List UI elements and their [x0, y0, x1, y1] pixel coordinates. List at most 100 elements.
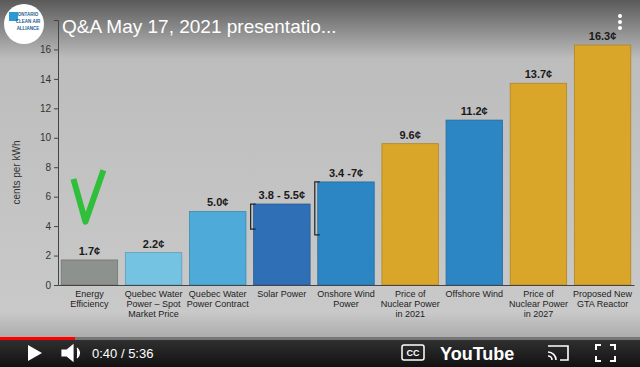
x-tick-label-line: Proposed New	[573, 289, 633, 299]
y-tick-label: 14	[40, 74, 52, 85]
y-tick: 10	[40, 132, 58, 143]
x-tick-label: Price ofNuclear Powerin 2027	[509, 289, 568, 319]
volume-button[interactable]	[62, 345, 80, 361]
x-tick-label-line: Price of	[395, 289, 426, 299]
check-mark	[73, 170, 103, 222]
bar	[189, 211, 245, 285]
x-tick-label-line: Quebec Water	[125, 289, 183, 299]
x-tick-label-line: Nuclear Power	[509, 299, 568, 309]
data-label: 13.7¢	[525, 68, 553, 80]
data-label: 11.2¢	[461, 105, 488, 117]
y-tick: 6	[45, 191, 58, 202]
y-tick-label: 6	[45, 191, 51, 202]
x-tick-label-line: Efficiency	[70, 299, 109, 309]
data-label: 3.4 -7¢	[329, 167, 363, 179]
y-tick: 16	[40, 44, 58, 55]
progress-played	[0, 337, 75, 340]
cc-box[interactable]	[402, 345, 424, 360]
x-tick-label: Onshore WindPower	[317, 289, 375, 309]
fullscreen-button[interactable]	[596, 345, 615, 361]
logo-text: ALLIANCE	[17, 26, 40, 31]
y-tick: 12	[40, 103, 58, 114]
menu-dot	[618, 26, 622, 30]
x-tick-label: Proposed NewGTA Reactor	[573, 289, 633, 309]
x-tick: Price ofNuclear Powerin 2021	[381, 285, 440, 319]
bar	[61, 260, 117, 285]
logo-text: CLEAN AIR	[16, 19, 41, 24]
y-tick-mark	[54, 138, 58, 139]
x-tick: Quebec WaterPower – SpotMarket Price	[125, 285, 183, 319]
x-tick-label-line: Onshore Wind	[317, 289, 375, 299]
channel-logo[interactable]: ONTARIO CLEAN AIR ALLIANCE	[4, 4, 44, 44]
y-tick-mark	[54, 285, 58, 286]
y-tick-mark	[54, 49, 58, 50]
y-tick-label: 4	[45, 221, 51, 232]
menu-button[interactable]	[618, 14, 622, 30]
x-tick-label-line: Power	[333, 299, 359, 309]
x-tick-label: Solar Power	[257, 289, 306, 299]
bar	[125, 253, 181, 285]
plot-area	[61, 45, 631, 285]
y-tick-label: 10	[40, 132, 52, 143]
menu-dot	[618, 20, 622, 24]
bar	[510, 83, 566, 285]
y-tick-mark	[54, 197, 58, 198]
bar	[318, 182, 374, 285]
x-axis: EnergyEfficiencyQuebec WaterPower – Spot…	[59, 285, 635, 319]
y-axis-title: cents per kWh	[11, 141, 22, 205]
y-tick-label: 0	[45, 280, 51, 291]
x-tick-label-line: GTA Reactor	[577, 299, 628, 309]
x-tick-label-line: Quebec Water	[189, 289, 247, 299]
x-tick-label: Quebec WaterPower Contract	[187, 289, 250, 309]
play-button[interactable]	[28, 345, 42, 361]
x-tick-label-line: Energy	[75, 289, 104, 299]
y-tick-mark	[54, 108, 58, 109]
y-tick: 4	[45, 221, 58, 232]
data-label: 9.6¢	[399, 129, 420, 141]
x-tick-label-line: Price of	[523, 289, 554, 299]
y-axis-line	[54, 21, 59, 286]
x-tick-label-line: Nuclear Power	[381, 299, 440, 309]
controls-bar	[0, 337, 640, 367]
background	[0, 0, 640, 367]
x-tick: EnergyEfficiency	[70, 285, 109, 309]
video-title[interactable]: Q&A May 17, 2021 presentatio...	[62, 16, 337, 37]
x-tick-label: Quebec WaterPower – SpotMarket Price	[125, 289, 183, 319]
range-bracket	[251, 204, 256, 229]
x-tick: Quebec WaterPower Contract	[187, 285, 250, 309]
x-tick: Onshore WindPower	[317, 285, 375, 309]
x-tick-label-line: in 2021	[395, 309, 425, 319]
x-tick-label-line: Market Price	[128, 309, 179, 319]
time-display: 0:40 / 5:36	[92, 346, 153, 361]
x-tick: Solar Power	[257, 285, 306, 299]
player-controls: 0:40 / 5:36 CC YouTube	[0, 337, 640, 367]
cc-label[interactable]: CC	[407, 348, 420, 358]
y-tick-label: 12	[40, 103, 52, 114]
x-tick-label-line: in 2027	[524, 309, 554, 319]
y-tick: 2	[45, 250, 58, 261]
data-label: 16.3¢	[589, 30, 617, 42]
y-tick-label: 8	[45, 162, 51, 173]
x-tick-label-line: Power – Spot	[127, 299, 182, 309]
y-tick-mark	[54, 167, 58, 168]
y-tick: 14	[40, 74, 58, 85]
progress-track[interactable]	[0, 337, 640, 340]
logo-text: ONTARIO	[18, 12, 39, 17]
cast-button[interactable]	[548, 346, 568, 360]
y-tick-mark	[54, 256, 58, 257]
data-label: 3.8 - 5.5¢	[259, 189, 305, 201]
y-tick: 0	[45, 280, 58, 291]
y-tick: 8	[45, 162, 58, 173]
y-tick-mark	[54, 226, 58, 227]
x-tick: Offshore Wind	[446, 285, 503, 299]
bar	[254, 204, 310, 285]
y-tick-label: 16	[40, 44, 52, 55]
bar	[574, 45, 630, 285]
x-tick-label: Offshore Wind	[446, 289, 503, 299]
y-tick-mark	[54, 79, 58, 80]
data-label: 1.7¢	[79, 245, 100, 257]
y-tick-label: 2	[45, 250, 51, 261]
x-tick: Price ofNuclear Powerin 2027	[509, 285, 568, 319]
youtube-logo[interactable]: YouTube	[440, 344, 514, 364]
x-tick-label: Price ofNuclear Powerin 2021	[381, 289, 440, 319]
